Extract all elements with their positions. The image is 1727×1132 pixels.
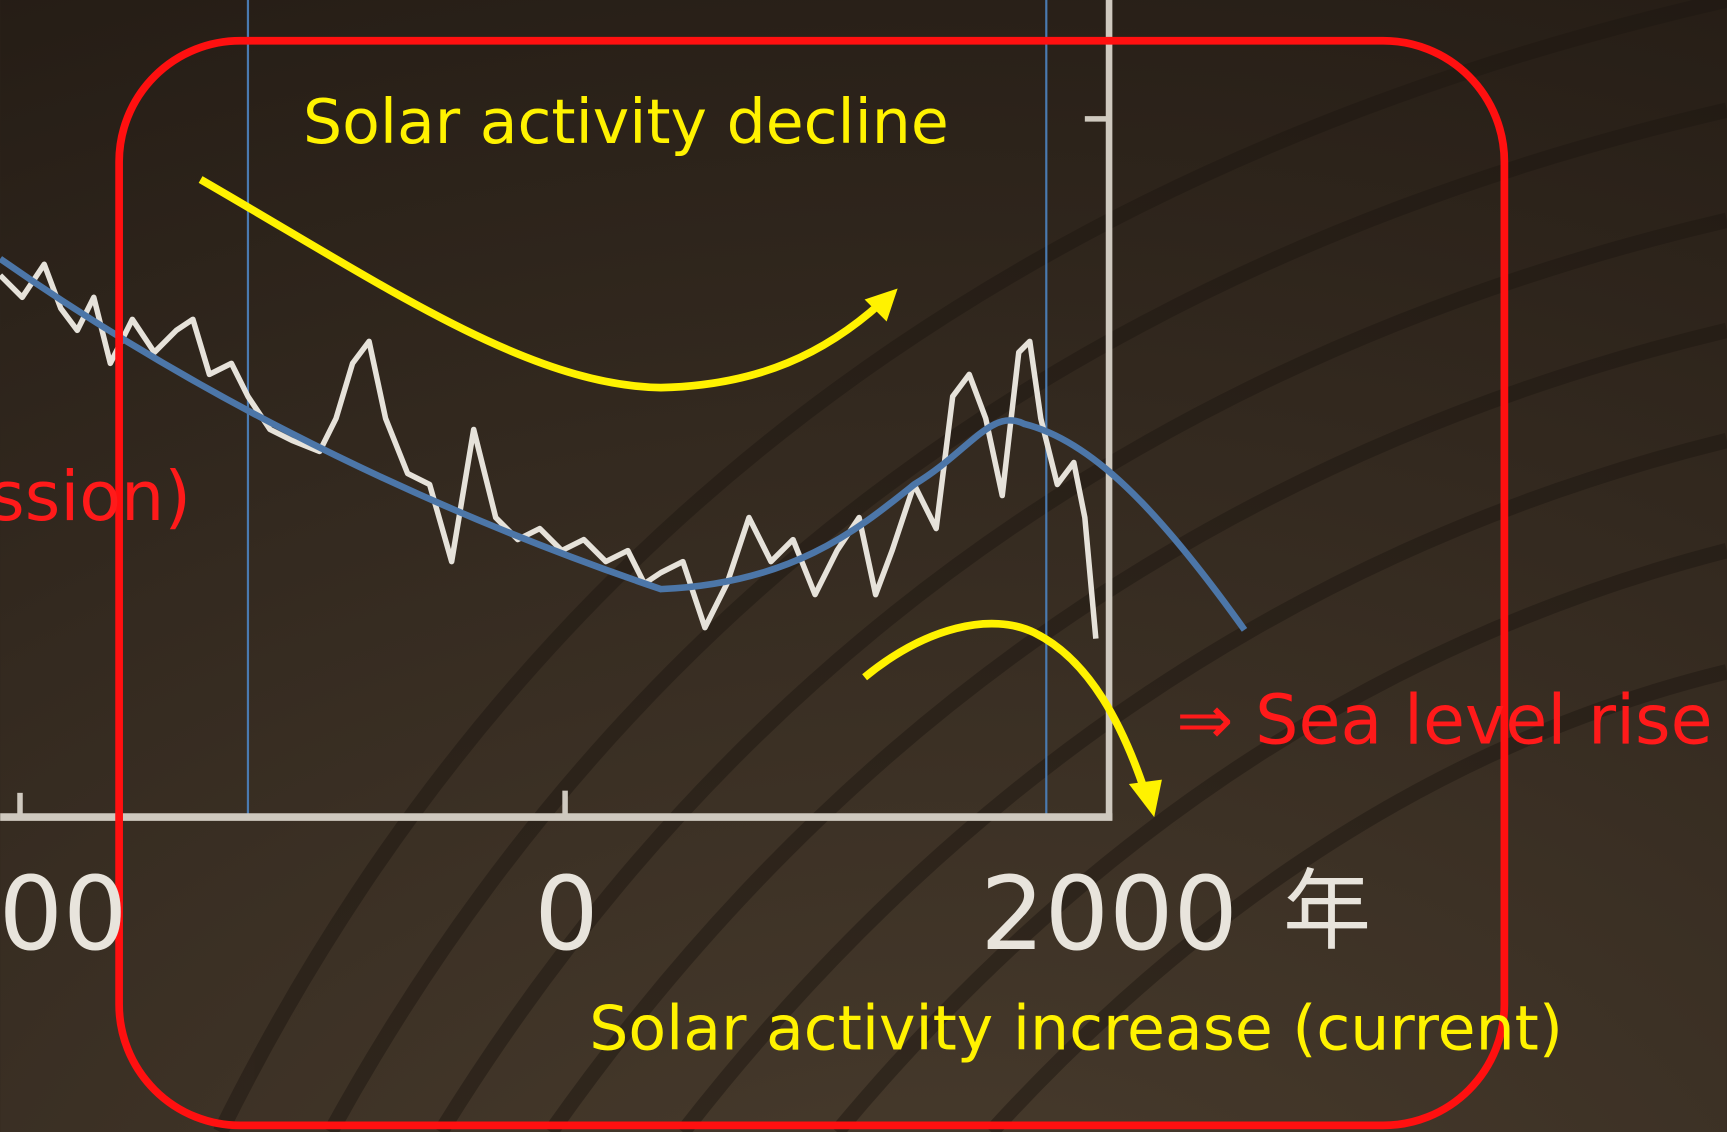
annotation: ⇒ Sea level rise (1176, 681, 1712, 760)
arrowhead (864, 288, 898, 322)
trend-curve (0, 256, 1248, 632)
texture (213, 0, 1727, 1132)
annotation: ssion) (0, 458, 191, 537)
axis-label: 0 (534, 855, 598, 973)
arrow-decline (198, 176, 884, 392)
annotation: Solar activity increase (current) (589, 992, 1563, 1064)
axis-label: 2000 (980, 855, 1238, 973)
record-line (0, 261, 1099, 639)
axis-unit: 年 (1283, 859, 1371, 962)
highlight-frame (115, 36, 1509, 1130)
arrow-increase (862, 619, 1150, 795)
arrowhead (1128, 779, 1162, 818)
annotation: Solar activity decline (303, 86, 949, 158)
axis-label: 000 (0, 855, 127, 973)
